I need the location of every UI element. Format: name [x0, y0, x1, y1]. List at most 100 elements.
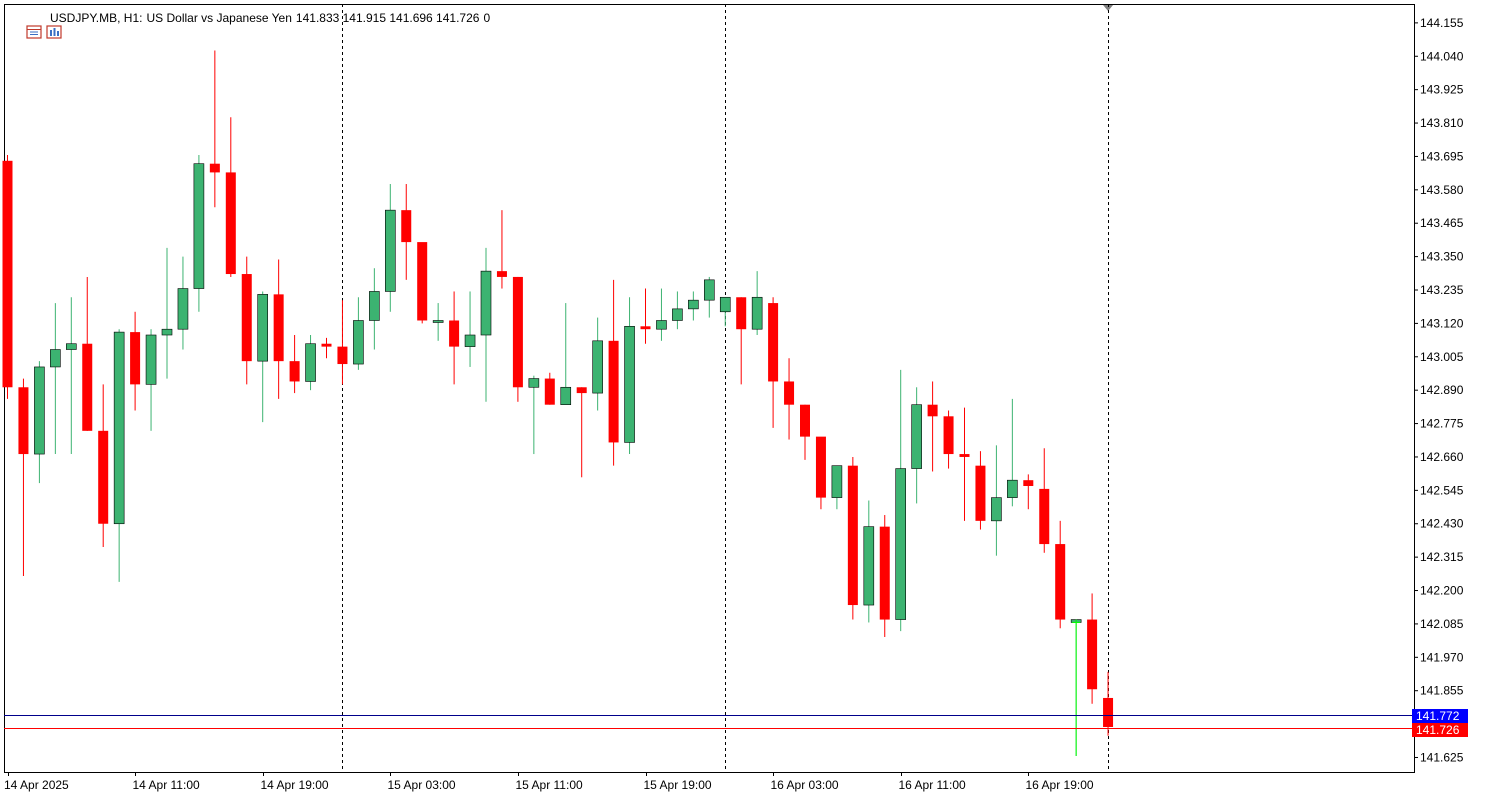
candle — [911, 387, 922, 504]
candle — [98, 384, 109, 547]
candle-body — [384, 209, 396, 292]
price-tick-label: 141.970 — [1420, 650, 1464, 664]
candle — [369, 268, 380, 350]
candle-body — [289, 361, 300, 382]
time-axis: 14 Apr 2025 14 Apr 11:00 14 Apr 19:00 15 Ap… — [4, 772, 1094, 792]
candle — [145, 329, 157, 431]
candle-body — [449, 320, 460, 347]
candle — [768, 297, 779, 428]
candle-body — [1055, 544, 1066, 620]
candle — [608, 279, 619, 466]
candle — [161, 247, 173, 379]
candle — [927, 381, 938, 472]
price-tick-label: 142.660 — [1420, 450, 1464, 464]
candle — [241, 256, 252, 385]
candle-body — [1039, 488, 1050, 545]
price-tick-label: 143.235 — [1420, 283, 1464, 297]
time-tick-label: 15 Apr 03:00 — [388, 778, 456, 792]
candle-body — [369, 291, 380, 321]
candle-body — [784, 381, 795, 405]
candle-body — [1007, 479, 1018, 498]
candle — [847, 456, 858, 620]
candle — [512, 276, 523, 402]
candle — [113, 329, 125, 582]
time-tick-label: 15 Apr 19:00 — [644, 778, 712, 792]
time-tick-label: 14 Apr 19:00 — [261, 778, 329, 792]
candle — [624, 297, 635, 455]
candle — [656, 288, 667, 341]
candle-body — [2, 160, 13, 388]
candle — [130, 311, 141, 411]
candle — [337, 300, 348, 385]
candle — [784, 358, 795, 440]
candle-body — [401, 210, 412, 243]
candle-body — [82, 343, 93, 431]
candle — [895, 369, 907, 632]
candle — [1087, 593, 1098, 704]
candle — [975, 451, 986, 530]
candle-body — [193, 163, 205, 289]
symbol-label: USDJPY.MB, H1: — [50, 11, 143, 25]
price-tick-label: 143.005 — [1420, 350, 1464, 364]
candle — [225, 117, 236, 277]
candle — [592, 317, 603, 411]
time-tick-label: 14 Apr 2025 — [4, 778, 69, 792]
candle — [688, 291, 699, 321]
candle — [560, 303, 572, 405]
candle-body — [688, 299, 699, 310]
candle-body — [130, 332, 141, 385]
candle-body — [353, 320, 364, 365]
candle — [432, 303, 444, 341]
candle-body — [831, 465, 843, 498]
candle-body — [1087, 619, 1098, 690]
candle — [544, 372, 555, 405]
candle — [353, 297, 364, 370]
candle-body — [719, 296, 731, 313]
candle — [703, 276, 715, 318]
candle-body — [161, 328, 173, 336]
price-tick-label: 143.925 — [1420, 83, 1464, 97]
chart-window-icon[interactable] — [6, 11, 42, 39]
candle-body — [576, 387, 587, 394]
candle-body — [66, 343, 77, 350]
candle — [66, 297, 77, 455]
candle-body — [257, 294, 269, 362]
candle — [321, 337, 332, 359]
time-tick-label: 15 Apr 11:00 — [516, 778, 583, 792]
candle-body — [672, 308, 683, 321]
price-tick-label: 141.625 — [1420, 750, 1464, 764]
candle-body — [959, 454, 970, 457]
candle-body — [943, 416, 954, 455]
candle — [289, 335, 300, 394]
price-tick-label: 143.465 — [1420, 216, 1464, 230]
shift-marker — [1103, 5, 1114, 11]
candle-body — [480, 270, 492, 336]
candle-body — [417, 242, 428, 321]
candle — [82, 276, 93, 431]
price-tick-label: 142.890 — [1420, 383, 1464, 397]
candles — [2, 50, 1114, 757]
candle — [576, 387, 587, 478]
candle — [1039, 448, 1050, 553]
separators — [342, 4, 1109, 772]
candle-body — [1023, 480, 1034, 486]
candle-body — [145, 334, 157, 385]
chart-header: USDJPY.MB, H1: US Dollar vs Japanese Yen… — [6, 9, 490, 39]
candle — [831, 465, 843, 510]
chart-frame — [4, 4, 1415, 773]
candle — [449, 291, 460, 385]
candle — [528, 375, 540, 455]
time-tick-label: 14 Apr 11:00 — [133, 778, 200, 792]
candle-body — [432, 320, 444, 323]
candle-body — [273, 294, 284, 362]
price-tick-label: 144.040 — [1420, 49, 1464, 63]
candle — [1007, 398, 1018, 507]
price-tick-label: 143.120 — [1420, 316, 1464, 330]
candle-body — [496, 271, 507, 277]
candle-body — [305, 343, 316, 382]
candle — [863, 500, 875, 623]
chart-settings-icon[interactable] — [26, 11, 62, 39]
candle — [959, 407, 970, 521]
